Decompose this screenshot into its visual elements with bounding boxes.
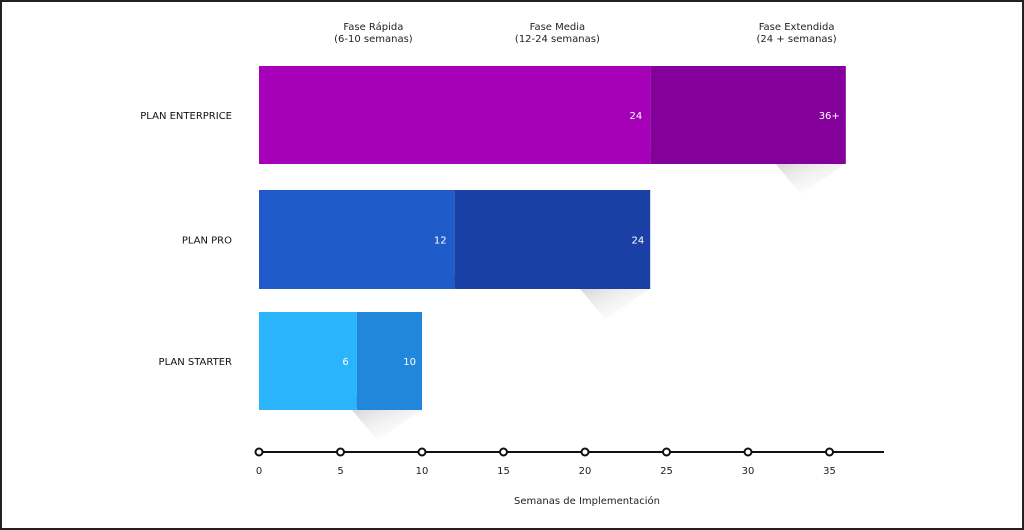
bar-fold	[352, 410, 422, 440]
x-tick-label: 10	[416, 466, 429, 477]
phase-title: Fase Rápida	[343, 21, 403, 33]
x-tick-label: 15	[497, 466, 510, 477]
data-label: 36+	[819, 111, 840, 122]
phase-range: (24 + semanas)	[757, 34, 837, 45]
x-tick-mark	[499, 447, 508, 457]
bar-segment-1	[259, 312, 357, 410]
data-label: 6	[342, 357, 348, 368]
bar-segment-1	[259, 190, 455, 289]
bar-segment-1	[259, 66, 651, 164]
x-tick-mark	[662, 447, 671, 457]
x-tick-mark	[254, 447, 264, 457]
x-tick-label: 20	[579, 466, 592, 477]
x-tick-mark	[417, 447, 427, 457]
x-tick-mark	[743, 447, 753, 457]
phase-title: Fase Extendida	[759, 22, 835, 33]
data-label: 24	[631, 236, 644, 247]
category-label: PLAN ENTERPRICE	[140, 111, 232, 122]
x-tick-label: 5	[337, 466, 343, 477]
data-label: 10	[403, 357, 416, 368]
x-tick-mark	[825, 447, 834, 457]
x-tick-label: 30	[742, 466, 755, 477]
x-tick-mark	[580, 447, 590, 457]
bar-fold	[580, 289, 651, 319]
x-tick-label: 0	[256, 466, 262, 477]
x-tick-mark	[336, 447, 345, 457]
data-label: 24	[629, 111, 642, 122]
bar-segment-2	[356, 312, 422, 410]
category-label: PLAN PRO	[182, 236, 232, 247]
bar-segment-2	[454, 190, 651, 289]
category-label: PLAN STARTER	[159, 357, 232, 368]
phase-range: (12-24 semanas)	[515, 34, 600, 45]
phase-range: (6-10 semanas)	[334, 34, 413, 45]
phase-title: Fase Media	[530, 22, 586, 33]
x-tick-label: 25	[660, 466, 673, 477]
x-tick-label: 35	[823, 466, 836, 477]
bar-segment-2	[650, 66, 846, 164]
data-label: 12	[434, 236, 447, 247]
x-axis-label: Semanas de Implementación	[514, 495, 660, 507]
bar-fold	[775, 164, 846, 194]
